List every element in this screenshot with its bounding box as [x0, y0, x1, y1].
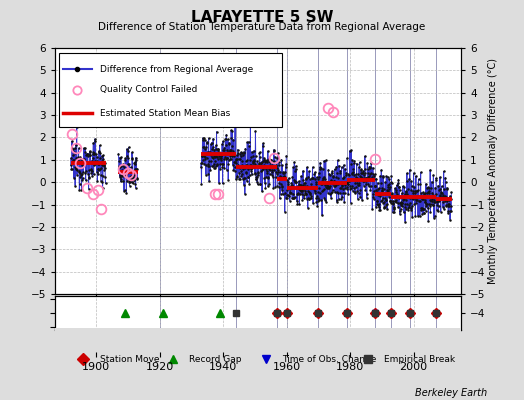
Text: Estimated Station Mean Bias: Estimated Station Mean Bias — [100, 109, 230, 118]
Text: Berkeley Earth: Berkeley Earth — [415, 388, 487, 398]
Text: Empirical Break: Empirical Break — [384, 354, 455, 364]
Text: LAFAYETTE 5 SW: LAFAYETTE 5 SW — [191, 10, 333, 25]
Text: Difference from Regional Average: Difference from Regional Average — [100, 65, 253, 74]
Text: Time of Obs. Change: Time of Obs. Change — [282, 354, 377, 364]
Text: Station Move: Station Move — [100, 354, 159, 364]
FancyBboxPatch shape — [59, 53, 282, 127]
Text: Difference of Station Temperature Data from Regional Average: Difference of Station Temperature Data f… — [99, 22, 425, 32]
Text: Record Gap: Record Gap — [189, 354, 242, 364]
Text: Quality Control Failed: Quality Control Failed — [100, 85, 197, 94]
Y-axis label: Monthly Temperature Anomaly Difference (°C): Monthly Temperature Anomaly Difference (… — [488, 58, 498, 284]
